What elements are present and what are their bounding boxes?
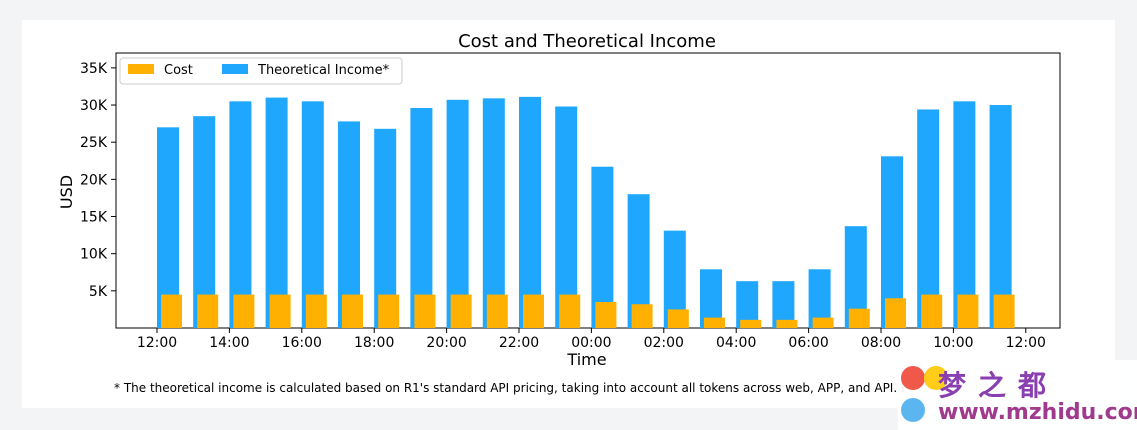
bar-income [736,281,759,328]
legend-swatch-income [222,64,248,74]
bar-cost [450,294,472,328]
x-tick-label: 14:00 [209,335,249,351]
watermark-red-face-icon [901,366,925,390]
x-tick-label: 10:00 [933,335,973,351]
legend-label-income: Theoretical Income* [257,63,390,78]
watermark-yellow-face-icon [924,366,948,390]
bar-cost [776,319,798,328]
bar-cost [885,298,906,328]
x-tick-label: 18:00 [354,335,394,351]
bar-income [591,166,614,328]
bar-income [808,269,831,328]
bar-income [627,194,650,328]
bar-income [989,105,1012,328]
bar-income [482,98,505,329]
bar-income [519,96,541,328]
watermark-chars: 梦之都 [938,369,1059,402]
bar-income [193,116,216,328]
y-tick-label: 20K [80,172,108,188]
bar-cost [740,319,762,328]
bar-cost [269,294,291,328]
bar-cost [595,301,617,328]
y-tick-label: 15K [80,210,108,226]
x-tick-label: 20:00 [426,335,466,351]
bar-income [555,106,578,328]
y-tick-label: 25K [80,135,108,151]
bar-cost [704,317,725,328]
bar-cost [559,294,581,328]
bar-income [229,101,252,328]
x-tick-label: 16:00 [282,335,322,351]
bar-cost [414,294,436,328]
y-axis: 5K 10K 15K 20K 25K 30K 35K [80,61,116,300]
bar-cost [848,308,870,328]
bar-cost [305,294,327,328]
watermark-url: www.mzhidu.com [938,400,1137,425]
bar-cost [342,294,363,328]
footnote: * The theoretical income is calculated b… [114,381,905,395]
bar-cost [523,294,544,328]
y-tick-label: 35K [80,61,108,77]
bar-cost [161,294,182,328]
bar-income [338,121,360,328]
chart-card: Cost and Theoretical Income 5K 10K 15K 20K 2… [22,20,1115,408]
legend-swatch-cost [128,64,154,74]
bar-cost [812,317,834,328]
x-tick-label: 12:00 [1006,335,1046,351]
x-tick-label: 06:00 [788,335,828,351]
legend-label-cost: Cost [164,63,193,78]
x-tick-label: 12:00 [137,335,177,351]
x-axis-title: Time [566,350,606,369]
bar-income [374,128,397,328]
bar-cost [667,309,689,328]
legend: Cost Theoretical Income* [119,57,403,85]
x-tick-label: 02:00 [644,335,684,351]
bar-income [157,127,179,328]
bar-income [772,281,795,328]
watermark: 梦之都 www.mzhidu.com [898,360,1137,430]
bar-income [844,226,867,328]
bar-income [663,230,686,328]
bar-income [917,109,940,329]
bar-cost [486,294,508,328]
x-tick-label: 04:00 [716,335,756,351]
x-axis: 12:00 14:00 16:00 18:00 20:00 22:00 00:00 02:00… [137,328,1046,351]
bar-income [881,156,903,328]
chart-svg: Cost and Theoretical Income 5K 10K 15K 20K 2… [57,31,1061,395]
bar-cost [378,294,400,328]
chart-title: Cost and Theoretical Income [458,31,716,52]
legend-box [119,57,403,85]
y-tick-label: 30K [80,98,108,114]
bar-income [265,97,288,328]
y-tick-label: 10K [80,247,108,263]
bar-income [953,101,976,328]
bar-cost [957,294,979,328]
bar-income [301,101,324,328]
x-tick-label: 00:00 [571,335,611,351]
x-tick-label: 22:00 [499,335,539,351]
bar-cost [921,294,943,328]
y-tick-label: 5K [89,284,108,300]
x-tick-label: 08:00 [861,335,901,351]
bar-cost [197,294,219,328]
bar-cost [631,304,653,328]
bars-layer [157,96,1015,329]
bar-income [700,269,722,328]
watermark-blue-face-icon [901,398,925,422]
bar-cost [233,294,255,328]
plot-frame [115,52,1061,329]
bar-income [410,108,433,328]
bar-cost [993,294,1015,328]
bar-income [446,99,469,328]
y-axis-title: USD [57,175,76,209]
